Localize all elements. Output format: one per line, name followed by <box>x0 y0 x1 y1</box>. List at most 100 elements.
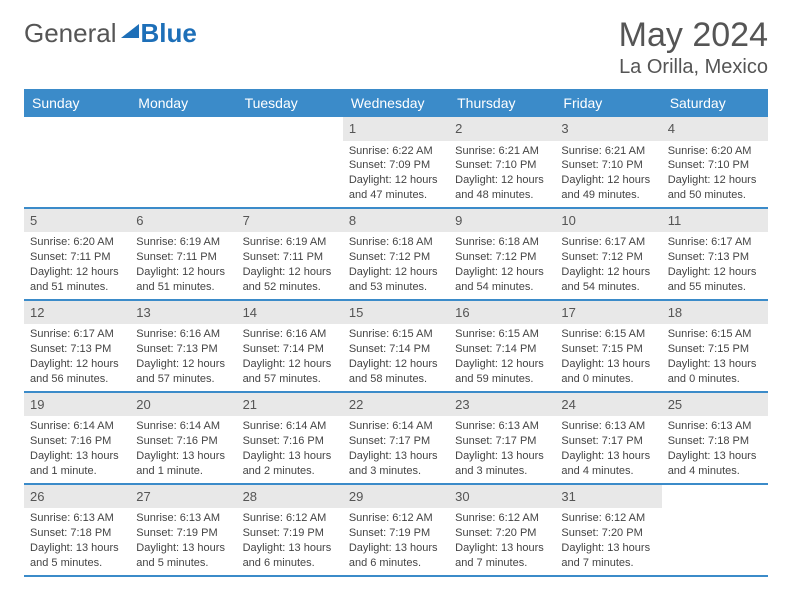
daylight-line1: Daylight: 12 hours <box>668 265 762 280</box>
day-header: Monday <box>130 89 236 117</box>
sunrise-text: Sunrise: 6:20 AM <box>30 235 124 250</box>
sunset-text: Sunset: 7:20 PM <box>561 526 655 541</box>
daylight-line1: Daylight: 12 hours <box>349 173 443 188</box>
daylight-line1: Daylight: 12 hours <box>136 357 230 372</box>
sunset-text: Sunset: 7:16 PM <box>243 434 337 449</box>
calendar-day: 16Sunrise: 6:15 AMSunset: 7:14 PMDayligh… <box>449 301 555 391</box>
calendar-day: 25Sunrise: 6:13 AMSunset: 7:18 PMDayligh… <box>662 393 768 483</box>
day-number: 18 <box>662 301 768 325</box>
sunrise-text: Sunrise: 6:19 AM <box>136 235 230 250</box>
daylight-line2: and 51 minutes. <box>136 280 230 295</box>
sunset-text: Sunset: 7:16 PM <box>136 434 230 449</box>
day-body: Sunrise: 6:22 AMSunset: 7:09 PMDaylight:… <box>343 144 449 203</box>
sunset-text: Sunset: 7:19 PM <box>349 526 443 541</box>
daylight-line2: and 56 minutes. <box>30 372 124 387</box>
day-body: Sunrise: 6:12 AMSunset: 7:19 PMDaylight:… <box>343 511 449 570</box>
calendar-day: 6Sunrise: 6:19 AMSunset: 7:11 PMDaylight… <box>130 209 236 299</box>
calendar-day: 4Sunrise: 6:20 AMSunset: 7:10 PMDaylight… <box>662 117 768 207</box>
calendar-day <box>24 117 130 207</box>
day-header: Thursday <box>449 89 555 117</box>
daylight-line2: and 57 minutes. <box>136 372 230 387</box>
day-number: 9 <box>449 209 555 233</box>
calendar-day <box>130 117 236 207</box>
calendar-day: 14Sunrise: 6:16 AMSunset: 7:14 PMDayligh… <box>237 301 343 391</box>
triangle-icon <box>121 24 139 38</box>
sunrise-text: Sunrise: 6:15 AM <box>455 327 549 342</box>
daylight-line1: Daylight: 13 hours <box>136 449 230 464</box>
daylight-line2: and 47 minutes. <box>349 188 443 203</box>
day-number: 23 <box>449 393 555 417</box>
day-number: 21 <box>237 393 343 417</box>
daylight-line1: Daylight: 13 hours <box>455 541 549 556</box>
day-number: 17 <box>555 301 661 325</box>
daylight-line1: Daylight: 13 hours <box>349 541 443 556</box>
daylight-line1: Daylight: 13 hours <box>136 541 230 556</box>
day-header: Wednesday <box>343 89 449 117</box>
calendar-day: 12Sunrise: 6:17 AMSunset: 7:13 PMDayligh… <box>24 301 130 391</box>
daylight-line2: and 3 minutes. <box>349 464 443 479</box>
sunset-text: Sunset: 7:13 PM <box>136 342 230 357</box>
sunset-text: Sunset: 7:11 PM <box>136 250 230 265</box>
daylight-line1: Daylight: 13 hours <box>243 449 337 464</box>
sunrise-text: Sunrise: 6:17 AM <box>30 327 124 342</box>
day-number: 19 <box>24 393 130 417</box>
day-number: 8 <box>343 209 449 233</box>
sunrise-text: Sunrise: 6:18 AM <box>455 235 549 250</box>
daylight-line2: and 55 minutes. <box>668 280 762 295</box>
daylight-line1: Daylight: 13 hours <box>349 449 443 464</box>
day-body: Sunrise: 6:21 AMSunset: 7:10 PMDaylight:… <box>449 144 555 203</box>
sunset-text: Sunset: 7:13 PM <box>668 250 762 265</box>
day-body: Sunrise: 6:15 AMSunset: 7:14 PMDaylight:… <box>343 327 449 386</box>
daylight-line2: and 54 minutes. <box>455 280 549 295</box>
day-body: Sunrise: 6:19 AMSunset: 7:11 PMDaylight:… <box>130 235 236 294</box>
day-number: 20 <box>130 393 236 417</box>
daylight-line1: Daylight: 13 hours <box>243 541 337 556</box>
day-header: Sunday <box>24 89 130 117</box>
logo-text-1: General <box>24 18 117 49</box>
sunrise-text: Sunrise: 6:14 AM <box>30 419 124 434</box>
day-body: Sunrise: 6:18 AMSunset: 7:12 PMDaylight:… <box>343 235 449 294</box>
daylight-line2: and 7 minutes. <box>561 556 655 571</box>
sunrise-text: Sunrise: 6:17 AM <box>561 235 655 250</box>
sunset-text: Sunset: 7:16 PM <box>30 434 124 449</box>
daylight-line1: Daylight: 12 hours <box>349 357 443 372</box>
sunset-text: Sunset: 7:17 PM <box>349 434 443 449</box>
day-body: Sunrise: 6:18 AMSunset: 7:12 PMDaylight:… <box>449 235 555 294</box>
day-number: 7 <box>237 209 343 233</box>
calendar-header-row: SundayMondayTuesdayWednesdayThursdayFrid… <box>24 89 768 117</box>
daylight-line2: and 59 minutes. <box>455 372 549 387</box>
day-number: 15 <box>343 301 449 325</box>
day-number: 30 <box>449 485 555 509</box>
calendar-day: 19Sunrise: 6:14 AMSunset: 7:16 PMDayligh… <box>24 393 130 483</box>
calendar-day: 29Sunrise: 6:12 AMSunset: 7:19 PMDayligh… <box>343 485 449 575</box>
day-body: Sunrise: 6:13 AMSunset: 7:18 PMDaylight:… <box>662 419 768 478</box>
sunrise-text: Sunrise: 6:15 AM <box>668 327 762 342</box>
day-body: Sunrise: 6:12 AMSunset: 7:20 PMDaylight:… <box>555 511 661 570</box>
sunrise-text: Sunrise: 6:13 AM <box>455 419 549 434</box>
day-body: Sunrise: 6:13 AMSunset: 7:17 PMDaylight:… <box>449 419 555 478</box>
daylight-line1: Daylight: 13 hours <box>668 357 762 372</box>
calendar-day: 26Sunrise: 6:13 AMSunset: 7:18 PMDayligh… <box>24 485 130 575</box>
sunset-text: Sunset: 7:17 PM <box>455 434 549 449</box>
calendar-day: 22Sunrise: 6:14 AMSunset: 7:17 PMDayligh… <box>343 393 449 483</box>
sunrise-text: Sunrise: 6:14 AM <box>243 419 337 434</box>
daylight-line1: Daylight: 12 hours <box>30 357 124 372</box>
day-body: Sunrise: 6:17 AMSunset: 7:13 PMDaylight:… <box>662 235 768 294</box>
header: General Blue May 2024 La Orilla, Mexico <box>24 18 768 79</box>
sunset-text: Sunset: 7:17 PM <box>561 434 655 449</box>
day-body: Sunrise: 6:13 AMSunset: 7:19 PMDaylight:… <box>130 511 236 570</box>
sunset-text: Sunset: 7:14 PM <box>349 342 443 357</box>
sunset-text: Sunset: 7:18 PM <box>30 526 124 541</box>
calendar-week: 26Sunrise: 6:13 AMSunset: 7:18 PMDayligh… <box>24 485 768 577</box>
calendar-day: 31Sunrise: 6:12 AMSunset: 7:20 PMDayligh… <box>555 485 661 575</box>
sunset-text: Sunset: 7:11 PM <box>243 250 337 265</box>
sunrise-text: Sunrise: 6:13 AM <box>30 511 124 526</box>
daylight-line1: Daylight: 12 hours <box>136 265 230 280</box>
day-number: 25 <box>662 393 768 417</box>
sunset-text: Sunset: 7:19 PM <box>136 526 230 541</box>
day-body: Sunrise: 6:16 AMSunset: 7:14 PMDaylight:… <box>237 327 343 386</box>
daylight-line2: and 5 minutes. <box>136 556 230 571</box>
sunrise-text: Sunrise: 6:16 AM <box>136 327 230 342</box>
day-body: Sunrise: 6:16 AMSunset: 7:13 PMDaylight:… <box>130 327 236 386</box>
day-number: 14 <box>237 301 343 325</box>
